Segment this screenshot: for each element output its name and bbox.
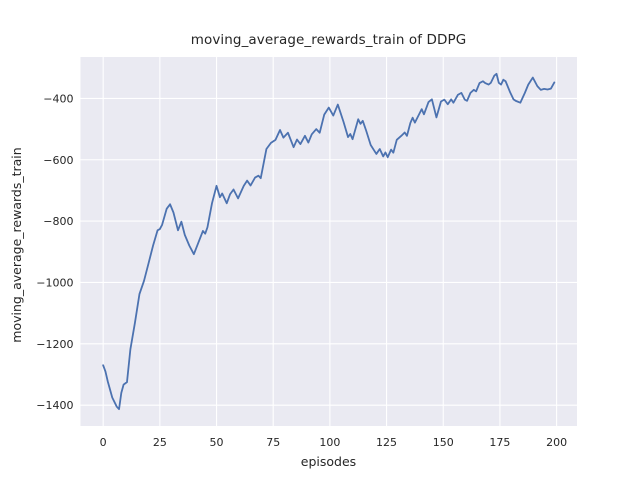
x-tick-label: 50 (210, 436, 224, 449)
y-tick-label: −400 (43, 92, 73, 105)
y-tick-label: −800 (43, 215, 73, 228)
x-tick-label: 175 (489, 436, 510, 449)
y-tick-label: −1200 (36, 338, 73, 351)
chart-title: moving_average_rewards_train of DDPG (190, 32, 467, 48)
x-tick-label: 150 (433, 436, 454, 449)
x-tick-label: 0 (100, 436, 107, 449)
y-tick-label: −1400 (36, 399, 73, 412)
x-tick-label: 125 (376, 436, 397, 449)
y-axis-label-text: moving_average_rewards_train (9, 147, 24, 343)
x-tick-label: 25 (153, 436, 167, 449)
plot-area (80, 57, 577, 426)
series-line (102, 72, 556, 411)
y-tick-label: −1000 (36, 276, 73, 289)
x-tick-label: 100 (319, 436, 340, 449)
x-tick-label: 75 (266, 436, 280, 449)
x-tick-label: 200 (546, 436, 567, 449)
y-tick-label: −600 (43, 154, 73, 167)
x-axis-label: episodes (300, 454, 357, 469)
